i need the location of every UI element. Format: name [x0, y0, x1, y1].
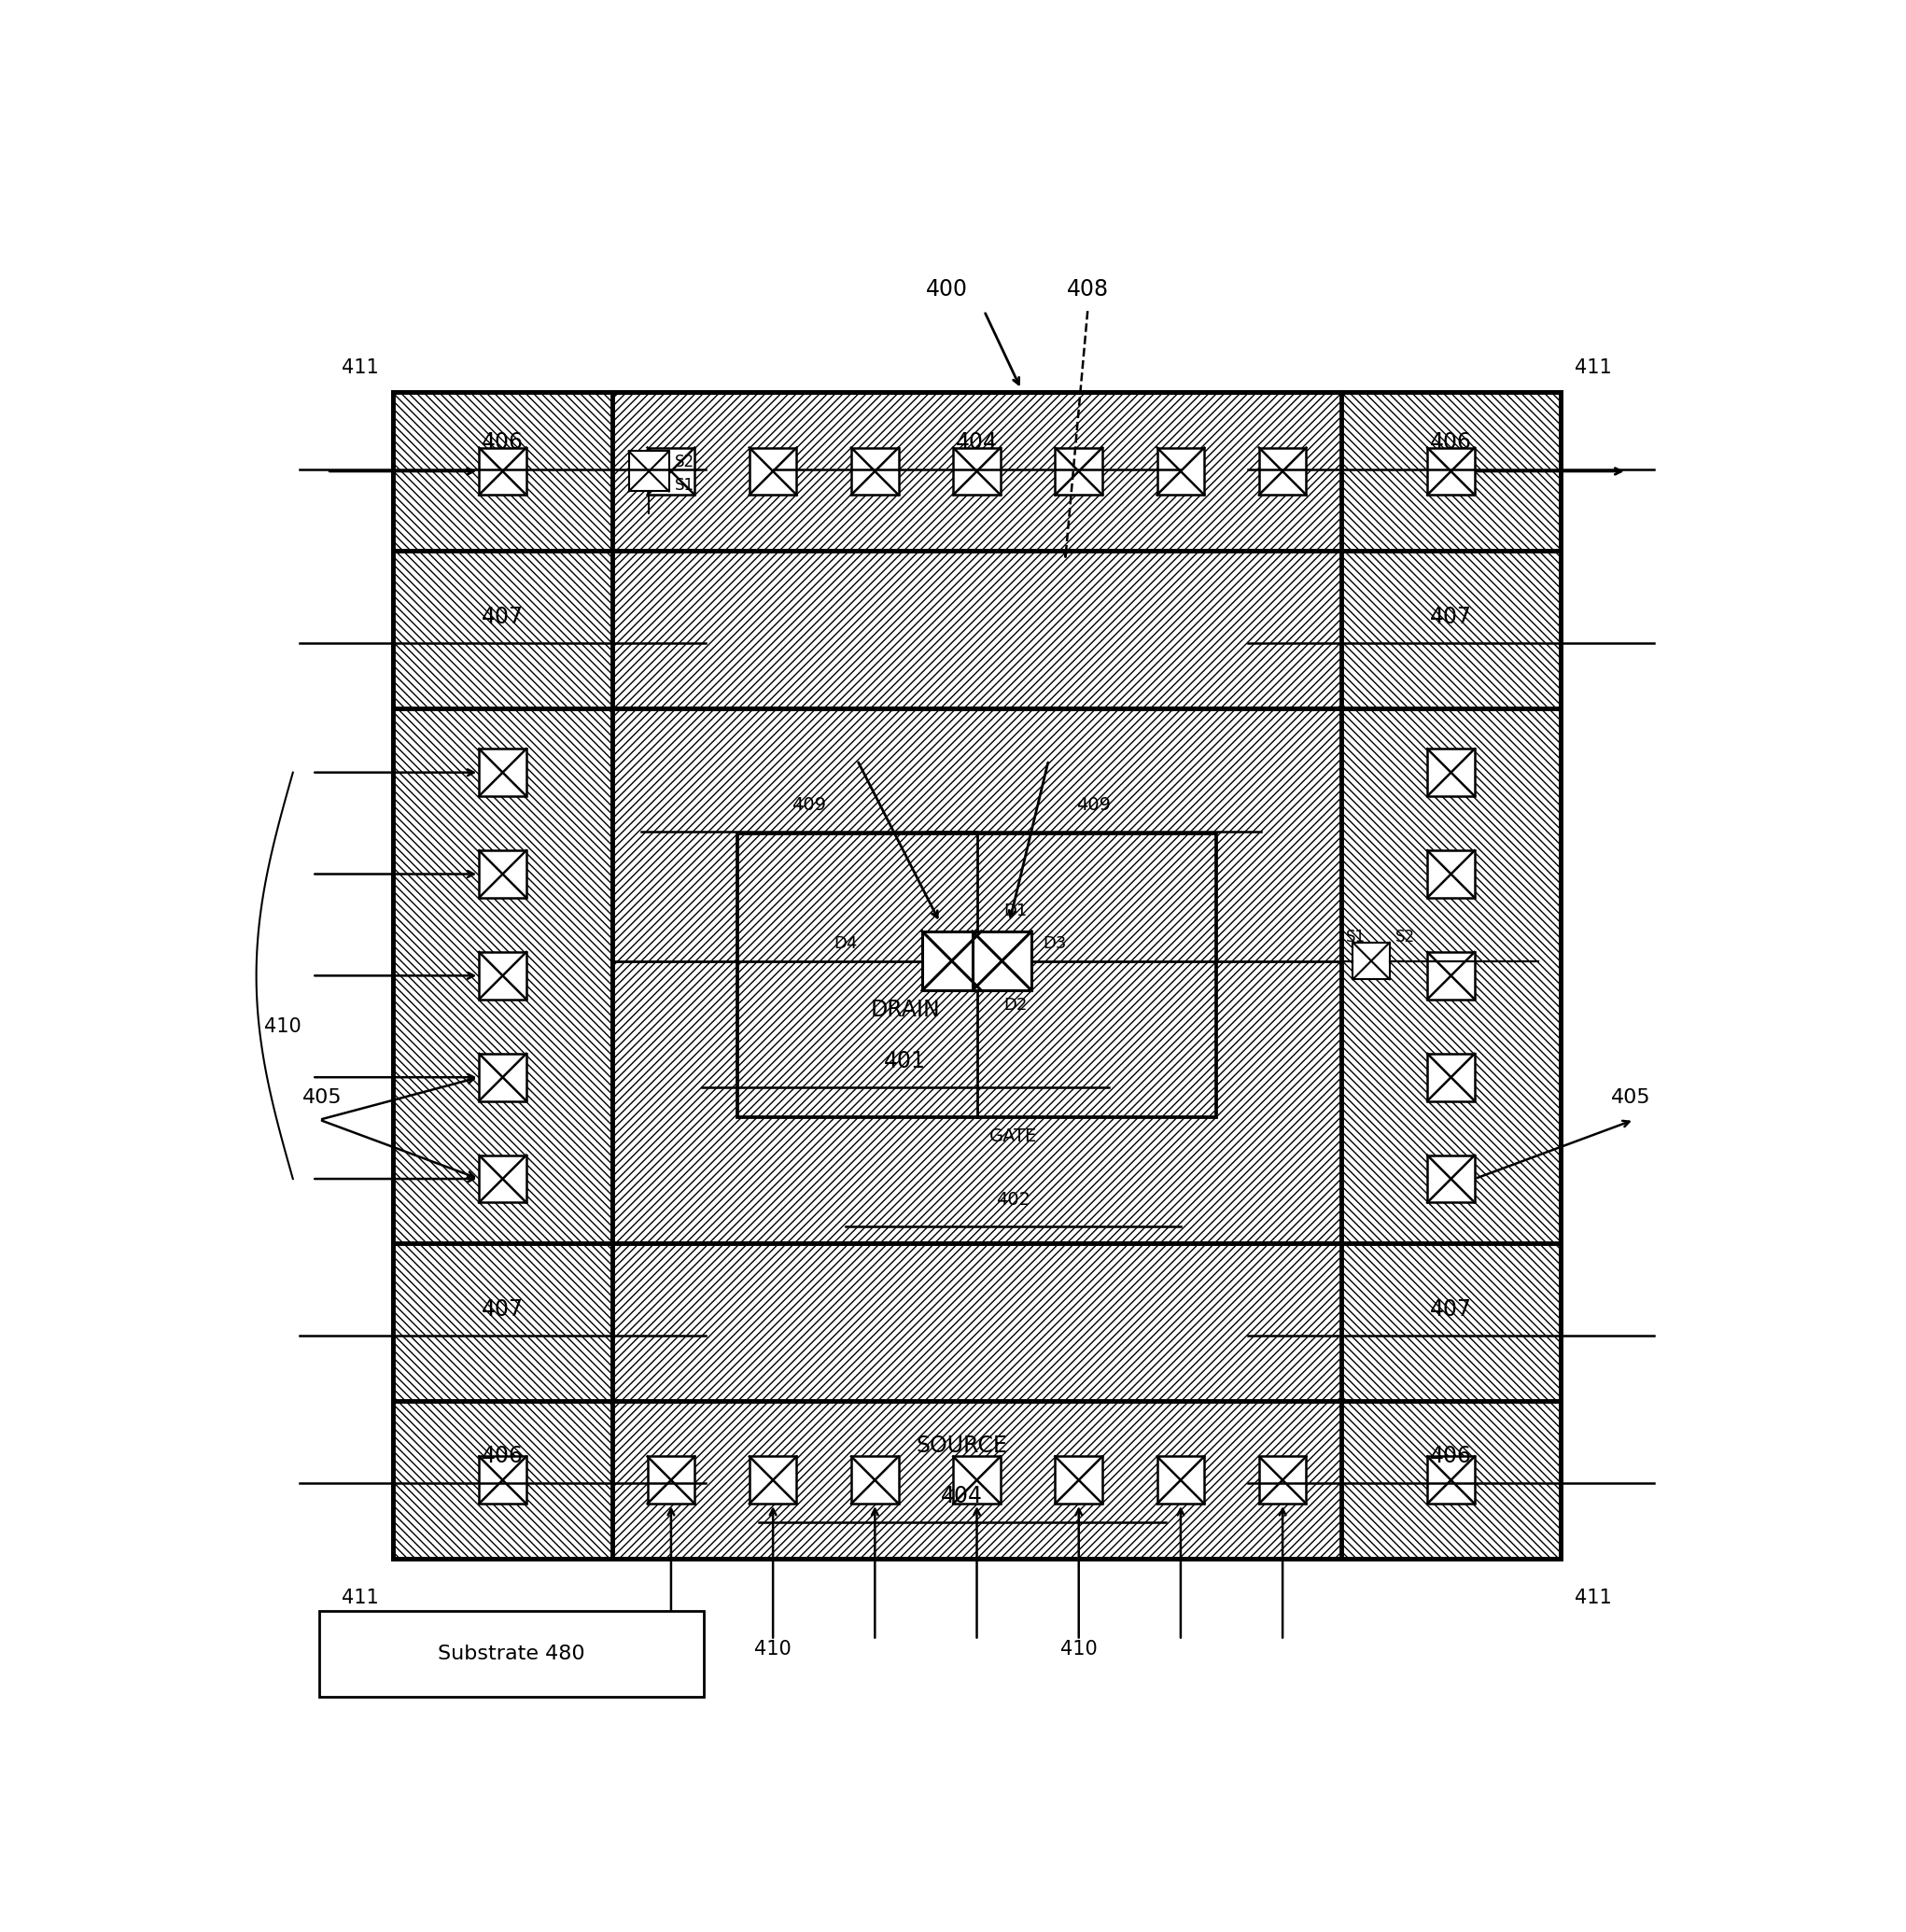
- Bar: [1428, 448, 1475, 495]
- Bar: [1428, 1155, 1475, 1202]
- Text: 407: 407: [482, 605, 524, 628]
- Text: 406: 406: [482, 1445, 524, 1468]
- Text: 406: 406: [1430, 1445, 1471, 1468]
- Bar: [393, 551, 612, 709]
- Text: 411: 411: [341, 359, 379, 377]
- Text: S2: S2: [675, 454, 694, 469]
- Text: D2: D2: [1003, 997, 1027, 1012]
- Text: D1: D1: [1003, 902, 1027, 920]
- Bar: [1428, 850, 1475, 898]
- Text: 405: 405: [1611, 1088, 1651, 1107]
- Text: 404: 404: [955, 431, 999, 454]
- Bar: [953, 1457, 1001, 1503]
- Bar: [1342, 1242, 1561, 1401]
- Bar: [749, 1457, 797, 1503]
- Bar: [738, 835, 1216, 1117]
- Text: 411: 411: [1574, 1588, 1612, 1607]
- Text: S1: S1: [675, 477, 694, 495]
- Text: GATE: GATE: [989, 1126, 1037, 1146]
- Bar: [648, 1457, 694, 1503]
- Bar: [852, 448, 898, 495]
- Bar: [1428, 750, 1475, 796]
- Bar: [393, 1401, 612, 1559]
- Bar: [393, 392, 1561, 1559]
- Text: 408: 408: [1067, 278, 1109, 301]
- Bar: [1342, 1401, 1561, 1559]
- Bar: [953, 448, 1001, 495]
- Bar: [852, 1457, 898, 1503]
- Bar: [478, 952, 526, 999]
- Bar: [1428, 952, 1475, 999]
- Text: 407: 407: [1430, 605, 1471, 628]
- Bar: [1056, 448, 1102, 495]
- Text: Substrate 480: Substrate 480: [438, 1644, 585, 1663]
- Bar: [393, 392, 1561, 1559]
- Text: 410: 410: [755, 1640, 791, 1660]
- Bar: [1342, 392, 1561, 551]
- Bar: [1428, 1053, 1475, 1101]
- Text: 411: 411: [1574, 359, 1612, 377]
- Bar: [749, 448, 797, 495]
- Bar: [478, 1155, 526, 1202]
- Bar: [648, 448, 694, 495]
- Text: 410: 410: [265, 1016, 301, 1036]
- Text: 407: 407: [1430, 1298, 1471, 1321]
- Text: S2: S2: [1395, 929, 1414, 945]
- Bar: [923, 931, 982, 991]
- Text: 409: 409: [791, 796, 827, 813]
- Bar: [629, 452, 669, 491]
- Text: 404: 404: [942, 1484, 983, 1507]
- Text: 411: 411: [341, 1588, 379, 1607]
- Text: 407: 407: [482, 1298, 524, 1321]
- Bar: [478, 1457, 526, 1503]
- Bar: [1428, 1457, 1475, 1503]
- Bar: [320, 1611, 703, 1696]
- Bar: [1056, 1457, 1102, 1503]
- Bar: [393, 392, 612, 551]
- Text: D3: D3: [1043, 935, 1067, 952]
- Bar: [1342, 551, 1561, 709]
- Text: DRAIN: DRAIN: [871, 999, 940, 1020]
- Bar: [478, 750, 526, 796]
- Bar: [1260, 448, 1306, 495]
- Text: 410: 410: [1060, 1640, 1098, 1660]
- Text: 406: 406: [482, 431, 524, 454]
- Bar: [612, 709, 1342, 1242]
- Bar: [972, 931, 1031, 991]
- Text: 401: 401: [884, 1049, 926, 1072]
- Text: SOURCE: SOURCE: [917, 1434, 1008, 1457]
- Bar: [393, 709, 612, 1242]
- Bar: [1157, 448, 1205, 495]
- Bar: [478, 1053, 526, 1101]
- Text: 405: 405: [303, 1088, 343, 1107]
- Bar: [478, 850, 526, 898]
- Text: 400: 400: [926, 278, 968, 301]
- Text: 406: 406: [1430, 431, 1471, 454]
- Text: S1: S1: [1346, 929, 1367, 945]
- Text: D4: D4: [833, 935, 858, 952]
- Bar: [1342, 709, 1561, 1242]
- Bar: [478, 448, 526, 495]
- Bar: [1260, 1457, 1306, 1503]
- Text: 409: 409: [1077, 796, 1111, 813]
- Bar: [1157, 1457, 1205, 1503]
- Text: 402: 402: [997, 1192, 1031, 1209]
- Bar: [1353, 943, 1389, 980]
- Bar: [393, 1242, 612, 1401]
